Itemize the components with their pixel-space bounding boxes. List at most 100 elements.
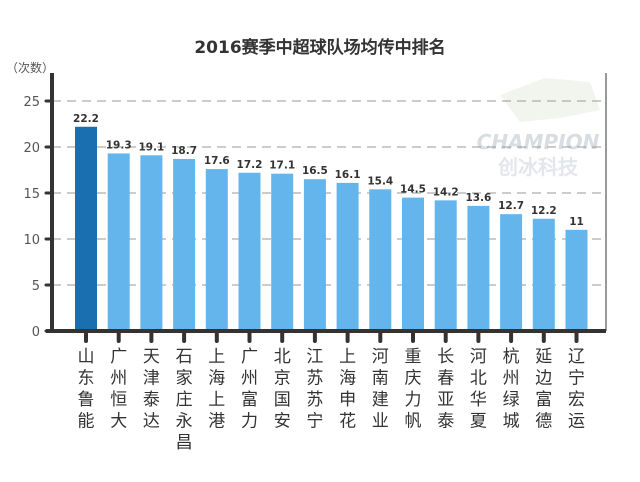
- x-tick-label-char: 鲁: [78, 390, 95, 410]
- bar-杭州绿城: [500, 214, 523, 331]
- x-tick-label-char: 绿: [503, 390, 520, 410]
- data-label: 14.5: [400, 184, 426, 196]
- bar-延边富德: [532, 218, 555, 331]
- x-tick-label-char: 杭: [503, 347, 520, 367]
- bar-石家庄永昌: [173, 158, 196, 331]
- x-tick-label-char: 上: [339, 347, 356, 367]
- bar-上海上港: [205, 169, 228, 331]
- x-tick-label: 辽宁宏运: [568, 347, 585, 432]
- x-tick-label-char: 宏: [568, 390, 585, 410]
- x-tick-label: 长春亚泰: [437, 347, 454, 432]
- x-tick-label: 河南建业: [372, 347, 389, 432]
- data-label: 12.2: [531, 205, 557, 217]
- x-tick-label-char: 安: [274, 412, 291, 432]
- x-tick-label-char: 德: [535, 412, 552, 432]
- x-tick-label-char: 力: [241, 412, 258, 432]
- x-tick-label-char: 苏: [306, 369, 323, 389]
- bar-广州恒大: [107, 153, 130, 331]
- x-tick-label-char: 河: [372, 347, 389, 367]
- x-tick-label-char: 申: [339, 390, 356, 410]
- x-tick-label-char: 津: [143, 369, 160, 389]
- x-tick-label-char: 运: [568, 412, 585, 432]
- watermark-text-cn: 创冰科技: [497, 155, 579, 179]
- x-tick-label-char: 能: [78, 412, 95, 432]
- x-tick-label-char: 富: [535, 390, 552, 410]
- x-tick-label-char: 北: [274, 347, 291, 367]
- data-label: 19.1: [138, 141, 164, 153]
- x-tick-label-char: 昌: [176, 433, 193, 453]
- data-label: 17.1: [269, 160, 295, 172]
- x-tick-label-char: 江: [306, 347, 323, 367]
- x-tick-label: 延边富德: [535, 347, 552, 432]
- x-tick-label-char: 苏: [306, 390, 323, 410]
- x-tick-label-char: 州: [110, 369, 127, 389]
- x-tick-label: 天津泰达: [143, 347, 160, 432]
- x-tick-label: 山东鲁能: [78, 347, 95, 432]
- y-tick-label: 10: [23, 233, 40, 248]
- x-tick-label-char: 国: [274, 390, 291, 410]
- y-axis-label: （次数）: [6, 60, 54, 75]
- x-tick-label-char: 宁: [306, 412, 323, 432]
- chart-title: 2016赛季中超球队场均传中排名: [194, 37, 445, 58]
- bar-重庆力帆: [402, 197, 424, 331]
- y-tick-label: 15: [23, 187, 40, 202]
- x-tick-label-char: 上: [208, 347, 225, 367]
- x-tick-label-char: 上: [208, 390, 225, 410]
- x-tick-label-char: 庄: [176, 390, 193, 410]
- x-tick-label-char: 京: [274, 369, 291, 389]
- x-tick-label-char: 北: [470, 369, 487, 389]
- x-tick-label-char: 天: [143, 347, 160, 367]
- data-label: 17.2: [237, 159, 263, 171]
- y-tick-label: 25: [23, 95, 40, 110]
- x-tick-label: 上海申花: [339, 347, 356, 432]
- x-tick-label-char: 州: [503, 369, 520, 389]
- x-tick-label-char: 亚: [437, 390, 454, 410]
- x-tick-label-char: 南: [372, 369, 389, 389]
- x-tick-label-char: 海: [339, 369, 356, 389]
- x-tick-label-char: 庆: [405, 369, 422, 389]
- bar-上海申花: [336, 182, 359, 331]
- watermark-text-en: CHAMPION: [477, 130, 600, 154]
- x-tick-label: 江苏苏宁: [306, 347, 323, 432]
- x-tick-label: 杭州绿城: [503, 347, 520, 432]
- data-label: 14.2: [433, 186, 459, 198]
- x-tick-label-char: 永: [176, 412, 193, 432]
- bar-天津泰达: [140, 155, 163, 331]
- bar-山东鲁能: [75, 126, 97, 331]
- x-tick-label-char: 力: [405, 390, 422, 410]
- x-tick-label-char: 达: [143, 412, 160, 432]
- data-label: 18.7: [171, 145, 197, 157]
- x-tick-label-char: 大: [110, 412, 127, 432]
- x-tick-label-char: 州: [241, 369, 258, 389]
- x-tick-label-char: 业: [372, 412, 389, 432]
- bar-辽宁宏运: [565, 229, 588, 331]
- y-tick-label: 0: [32, 325, 40, 340]
- x-tick-label-char: 广: [110, 347, 127, 367]
- x-tick-label-char: 东: [78, 369, 95, 389]
- data-label: 16.1: [335, 169, 361, 181]
- bar-北京国安: [271, 173, 294, 331]
- y-tick-label: 20: [23, 141, 40, 156]
- x-tick-label-char: 建: [372, 390, 389, 410]
- data-label: 16.5: [302, 165, 328, 177]
- x-tick-label-char: 重: [405, 347, 422, 367]
- x-tick-label-char: 帆: [405, 412, 422, 432]
- bar-河南建业: [369, 189, 392, 331]
- data-label: 12.7: [498, 200, 524, 212]
- x-tick-label: 重庆力帆: [405, 347, 422, 432]
- bar-河北华夏: [467, 205, 490, 331]
- data-label: 22.2: [73, 113, 99, 125]
- data-label: 11: [569, 216, 584, 228]
- data-label: 15.4: [367, 175, 393, 187]
- x-tick-label-char: 长: [437, 347, 454, 367]
- x-tick-label-char: 城: [503, 412, 520, 432]
- bar-长春亚泰: [434, 200, 457, 331]
- x-tick-label-char: 华: [470, 390, 487, 410]
- x-tick-label-char: 夏: [470, 412, 487, 432]
- x-tick-label-char: 泰: [143, 390, 160, 410]
- y-tick-label: 5: [32, 279, 40, 294]
- data-label: 13.6: [465, 192, 491, 204]
- x-tick-label: 北京国安: [274, 347, 291, 432]
- bar-江苏苏宁: [303, 179, 326, 331]
